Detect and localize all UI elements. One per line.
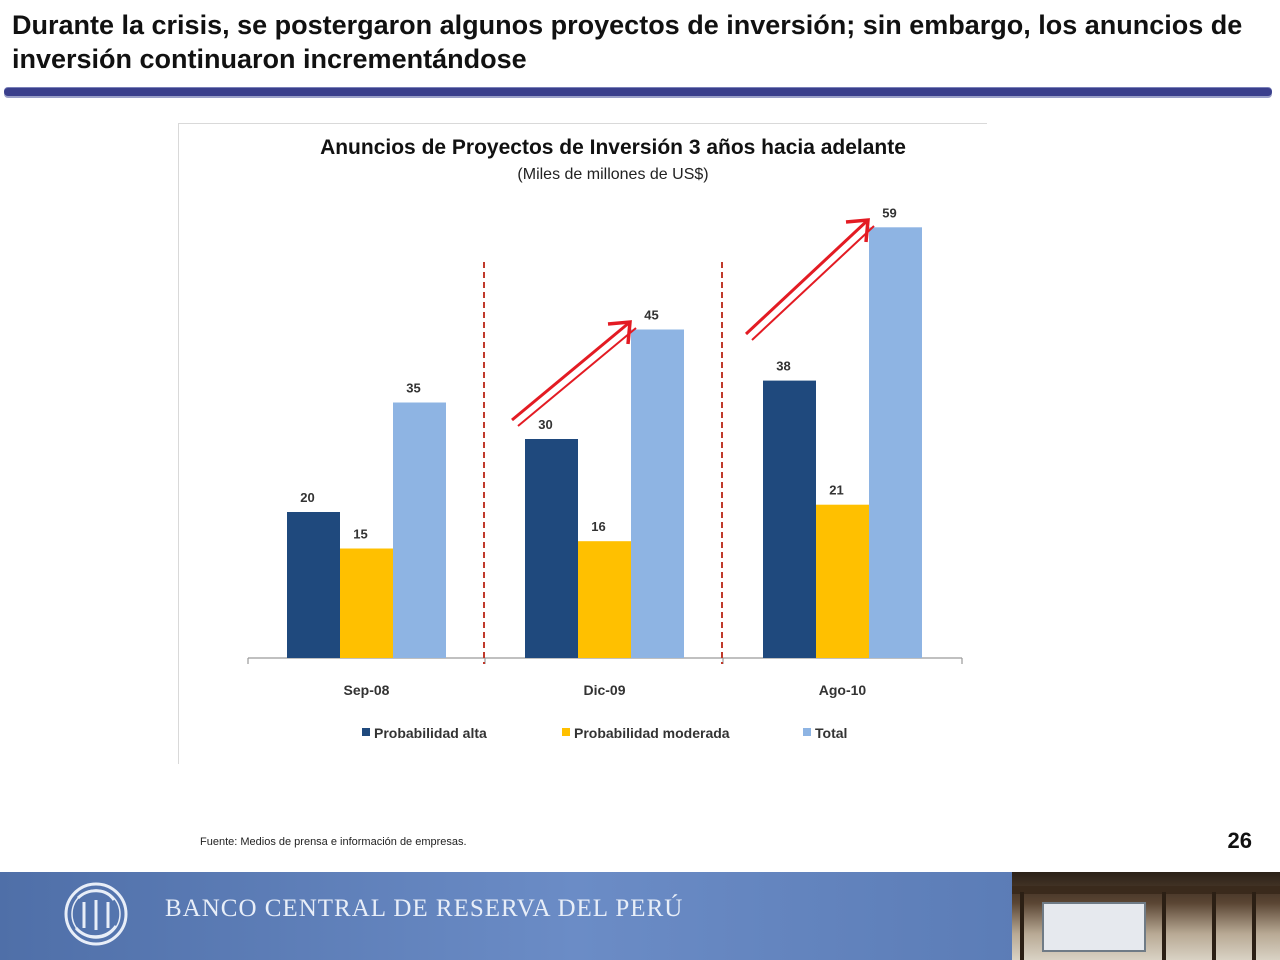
bar xyxy=(393,402,446,658)
trend-arrow xyxy=(744,218,870,336)
bar-data-label: 45 xyxy=(644,308,658,323)
bar xyxy=(340,548,393,658)
bar-data-label: 15 xyxy=(353,527,367,542)
photo-window xyxy=(1042,902,1146,952)
bar-data-label: 30 xyxy=(538,417,552,432)
legend-label: Probabilidad alta xyxy=(374,725,487,741)
chart-frame xyxy=(178,123,987,764)
bar-data-label: 59 xyxy=(882,205,896,220)
trend-arrow xyxy=(517,327,637,427)
legend-label: Probabilidad moderada xyxy=(574,725,730,741)
bar-data-label: 38 xyxy=(776,359,790,374)
bar-data-label: 16 xyxy=(591,519,605,534)
trend-arrow-highlight xyxy=(515,325,635,425)
bar xyxy=(816,504,869,658)
slide-title: Durante la crisis, se postergaron alguno… xyxy=(12,10,1243,74)
photo-beam xyxy=(1012,886,1280,894)
bar-data-label: 21 xyxy=(829,483,843,498)
trend-arrow xyxy=(511,320,631,422)
bank-name: BANCO CENTRAL DE RESERVA DEL PERÚ xyxy=(165,895,684,922)
bar-data-label: 20 xyxy=(300,490,314,505)
bar xyxy=(763,380,816,658)
bar xyxy=(525,439,578,658)
bar xyxy=(578,541,631,658)
bank-logo-icon xyxy=(64,882,128,946)
footer-photo xyxy=(1012,872,1280,960)
title-rule xyxy=(4,88,1272,96)
trend-arrowhead xyxy=(607,320,632,345)
source-note: Fuente: Medios de prensa e información d… xyxy=(200,836,467,848)
legend-swatch xyxy=(562,728,570,736)
trend-arrow-highlight xyxy=(749,223,873,339)
trend-arrowhead xyxy=(845,218,870,243)
photo-rail xyxy=(1162,892,1166,960)
x-tick-label: Sep-08 xyxy=(344,682,390,698)
chart-subtitle: (Miles de millones de US$) xyxy=(517,166,709,183)
photo-rail xyxy=(1212,892,1216,960)
photo-rail xyxy=(1252,892,1256,960)
page-number: 26 xyxy=(1227,828,1252,853)
legend-swatch xyxy=(362,728,370,736)
bar-data-label: 35 xyxy=(406,381,420,396)
trend-arrow xyxy=(751,225,875,341)
x-tick-label: Ago-10 xyxy=(819,682,867,698)
chart-title: Anuncios de Proyectos de Inversión 3 año… xyxy=(320,136,906,159)
bar xyxy=(631,329,684,658)
bar xyxy=(869,227,922,659)
photo-rail xyxy=(1020,892,1024,960)
bar xyxy=(287,512,340,658)
legend-label: Total xyxy=(815,725,847,741)
x-tick-label: Dic-09 xyxy=(583,682,625,698)
legend-swatch xyxy=(803,728,811,736)
